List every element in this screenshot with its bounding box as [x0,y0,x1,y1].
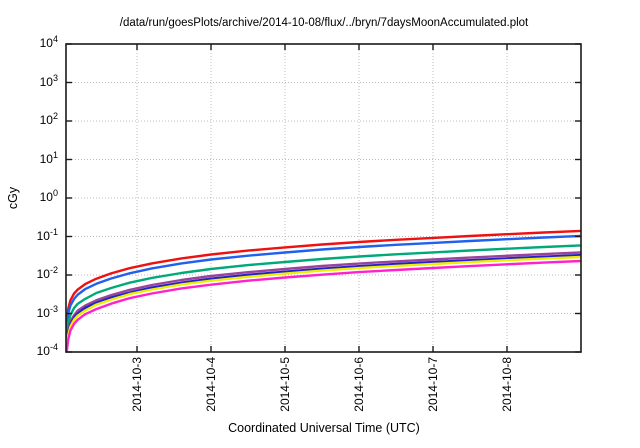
curve-magenta [66,259,581,352]
y-tick-label: 10-4 [36,342,58,359]
curve-blue [66,234,581,335]
curve-purple [66,251,581,345]
y-tick-label: 10-3 [36,303,58,320]
y-tick-label: 102 [39,111,58,128]
x-axis-title: Coordinated Universal Time (UTC) [228,421,420,435]
curve-yellow [66,255,581,349]
y-tick-label: 100 [39,188,58,205]
y-axis-title: cGy [6,186,20,210]
y-tick-label: 10-1 [36,226,58,243]
y-tick-label: 103 [39,72,58,89]
chart-title: /data/run/goesPlots/archive/2014-10-08/f… [119,17,529,29]
y-tick-label: 101 [39,149,58,166]
curve-navy [66,253,581,347]
curve-red [66,229,581,330]
axis-box [65,43,582,353]
y-tick-label: 104 [39,34,58,51]
curve-teal [66,244,581,340]
y-tick-label: 10-2 [36,265,58,282]
